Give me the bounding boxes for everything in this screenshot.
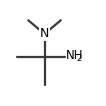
Text: 2: 2 xyxy=(76,54,81,63)
Text: N: N xyxy=(40,27,49,40)
Text: NH: NH xyxy=(66,50,83,62)
